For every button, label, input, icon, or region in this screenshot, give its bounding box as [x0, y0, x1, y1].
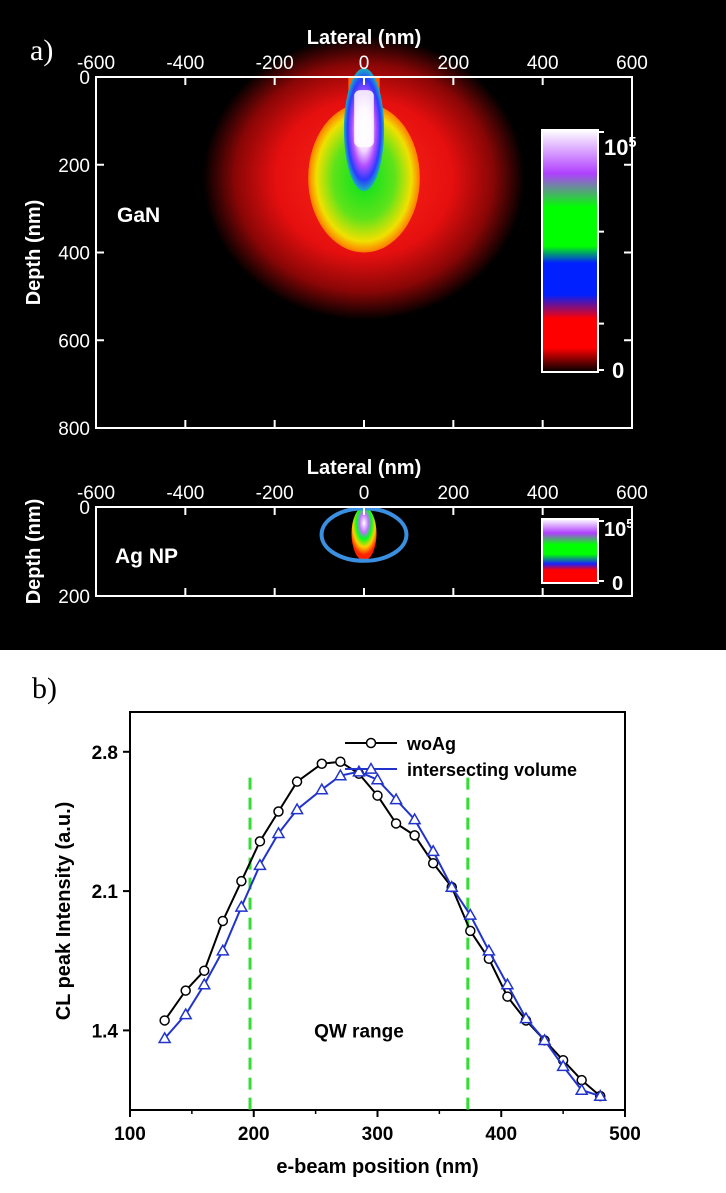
heatmap-top-xtick-label: 400	[527, 53, 559, 74]
data-point-intersecting-volume	[352, 764, 366, 777]
heatmap-top-xtick-label: 0	[359, 53, 370, 74]
heatmap-bottom-xtick-label: 600	[616, 483, 648, 504]
data-point-woag	[409, 830, 420, 841]
data-point-woag	[236, 875, 247, 887]
heatmap-bottom-colorbar-max: 105	[604, 516, 633, 541]
data-point-woag	[372, 790, 383, 801]
data-point-woag	[199, 965, 210, 976]
data-point-intersecting-volume	[574, 1083, 589, 1095]
data-point-woag	[180, 985, 191, 996]
x-tick-label: 500	[609, 1124, 641, 1145]
data-point-intersecting-volume	[370, 772, 385, 785]
heatmap-top-xtick-label: -200	[256, 53, 294, 74]
data-point-woag	[273, 806, 284, 817]
panel-b-line-chart: b) 100 200 300 400 500 e-beam position (nm) 1.4…	[0, 650, 726, 1193]
legend-label: intersecting volume	[407, 760, 577, 780]
data-point-woag	[316, 758, 328, 769]
data-point-intersecting-volume	[290, 802, 304, 815]
heatmap-top-ytick-label: 800	[58, 419, 90, 440]
data-point-woag	[427, 857, 439, 869]
heatmap-top-peak	[354, 90, 374, 148]
data-point-intersecting-volume	[537, 1033, 552, 1046]
data-point-woag	[502, 991, 513, 1002]
heatmap-bottom-xtick-label: -600	[77, 483, 115, 504]
heatmap-bottom-xlabel: Lateral (nm)	[307, 457, 421, 479]
data-point-woag	[465, 925, 476, 937]
data-point-woag	[390, 818, 402, 829]
data-point-woag	[291, 776, 303, 787]
heatmap-bottom-xtick-label: -200	[256, 483, 294, 504]
heatmap-bottom-colorbar-min: 0	[612, 573, 623, 595]
heatmap-top-xtick-label: 200	[437, 53, 469, 74]
data-point-intersecting-volume	[389, 792, 403, 805]
data-point-woag	[254, 836, 266, 847]
heatmap-top-colorbar-max: 105	[604, 135, 636, 160]
heatmap-top-xtick-label: -400	[166, 53, 204, 74]
heatmap-bottom-annotation: Ag NP	[115, 545, 178, 568]
data-point-intersecting-volume	[482, 943, 496, 956]
x-tick-label: 100	[114, 1124, 146, 1145]
heatmap-top-xtick-label: -600	[77, 53, 115, 74]
panel-b-label: b)	[32, 672, 57, 705]
x-tick-label: 200	[238, 1124, 270, 1145]
x-tick-label: 300	[362, 1124, 394, 1145]
data-point-intersecting-volume	[593, 1089, 608, 1101]
data-point-intersecting-volume	[271, 826, 286, 839]
panel-a-heatmaps: a) -600 -400 -200 0 200 400 600 Lateral (nm) 0 200…	[0, 0, 726, 650]
x-axis-title: e-beam position (nm)	[276, 1156, 478, 1178]
heatmap-top-colorbar	[541, 129, 599, 373]
heatmap-bottom-ylabel: Depth (nm)	[23, 499, 45, 605]
heatmap-bottom-colorbar	[541, 518, 599, 584]
panel-b-background	[0, 650, 726, 1193]
y-tick-label: 2.8	[92, 743, 118, 764]
data-point-intersecting-volume	[500, 977, 515, 990]
panel-a-label: a)	[30, 34, 53, 67]
data-point-intersecting-volume	[315, 782, 329, 795]
heatmap-top-annotation: GaN	[117, 204, 160, 227]
x-tick-label: 400	[485, 1124, 517, 1145]
data-point-intersecting-volume	[234, 900, 249, 912]
y-axis-title: CL peak Intensity (a.u.)	[53, 802, 75, 1021]
heatmap-bottom-xtick-label: 200	[437, 483, 469, 504]
data-point-intersecting-volume	[333, 768, 348, 781]
qw-range-annotation: QW range	[314, 1021, 404, 1042]
y-tick-label: 2.1	[92, 882, 119, 903]
data-point-intersecting-volume	[426, 844, 440, 857]
data-point-woag	[335, 756, 346, 767]
data-point-intersecting-volume	[444, 880, 459, 892]
heatmap-bottom-core	[351, 507, 377, 561]
y-tick-label: 1.4	[92, 1021, 119, 1042]
heatmap-bottom-xtick-label: 0	[359, 483, 370, 504]
heatmap-top-xtick-label: 600	[616, 53, 648, 74]
data-point-intersecting-volume	[178, 1007, 193, 1020]
legend-label: woAg	[406, 734, 456, 754]
data-point-intersecting-volume	[253, 858, 267, 871]
heatmap-bottom-xtick-label: -400	[166, 483, 204, 504]
data-point-intersecting-volume	[463, 907, 478, 920]
data-point-intersecting-volume	[407, 812, 422, 825]
heatmap-top-ytick-label: 600	[58, 331, 90, 352]
heatmap-top-ytick-label: 0	[79, 68, 90, 89]
heatmap-bottom-xtick-label: 400	[527, 483, 559, 504]
data-point-intersecting-volume	[197, 977, 212, 990]
heatmap-top-xlabel: Lateral (nm)	[307, 27, 421, 49]
legend-marker	[364, 761, 378, 774]
data-point-intersecting-volume	[216, 943, 230, 956]
heatmap-top-ytick-label: 200	[58, 156, 90, 177]
data-point-intersecting-volume	[556, 1059, 570, 1072]
data-point-woag	[159, 1015, 170, 1026]
legend-marker	[365, 737, 377, 749]
data-point-woag	[217, 915, 229, 927]
heatmap-top-ytick-label: 400	[58, 244, 90, 265]
data-point-intersecting-volume	[157, 1031, 172, 1044]
heatmap-top-ylabel: Depth (nm)	[23, 200, 45, 306]
heatmap-top-colorbar-min: 0	[612, 358, 624, 383]
heatmap-bottom-ytick-label: 0	[79, 498, 90, 519]
heatmap-bottom-ytick-label: 200	[58, 587, 90, 608]
data-point-intersecting-volume	[519, 1011, 533, 1024]
